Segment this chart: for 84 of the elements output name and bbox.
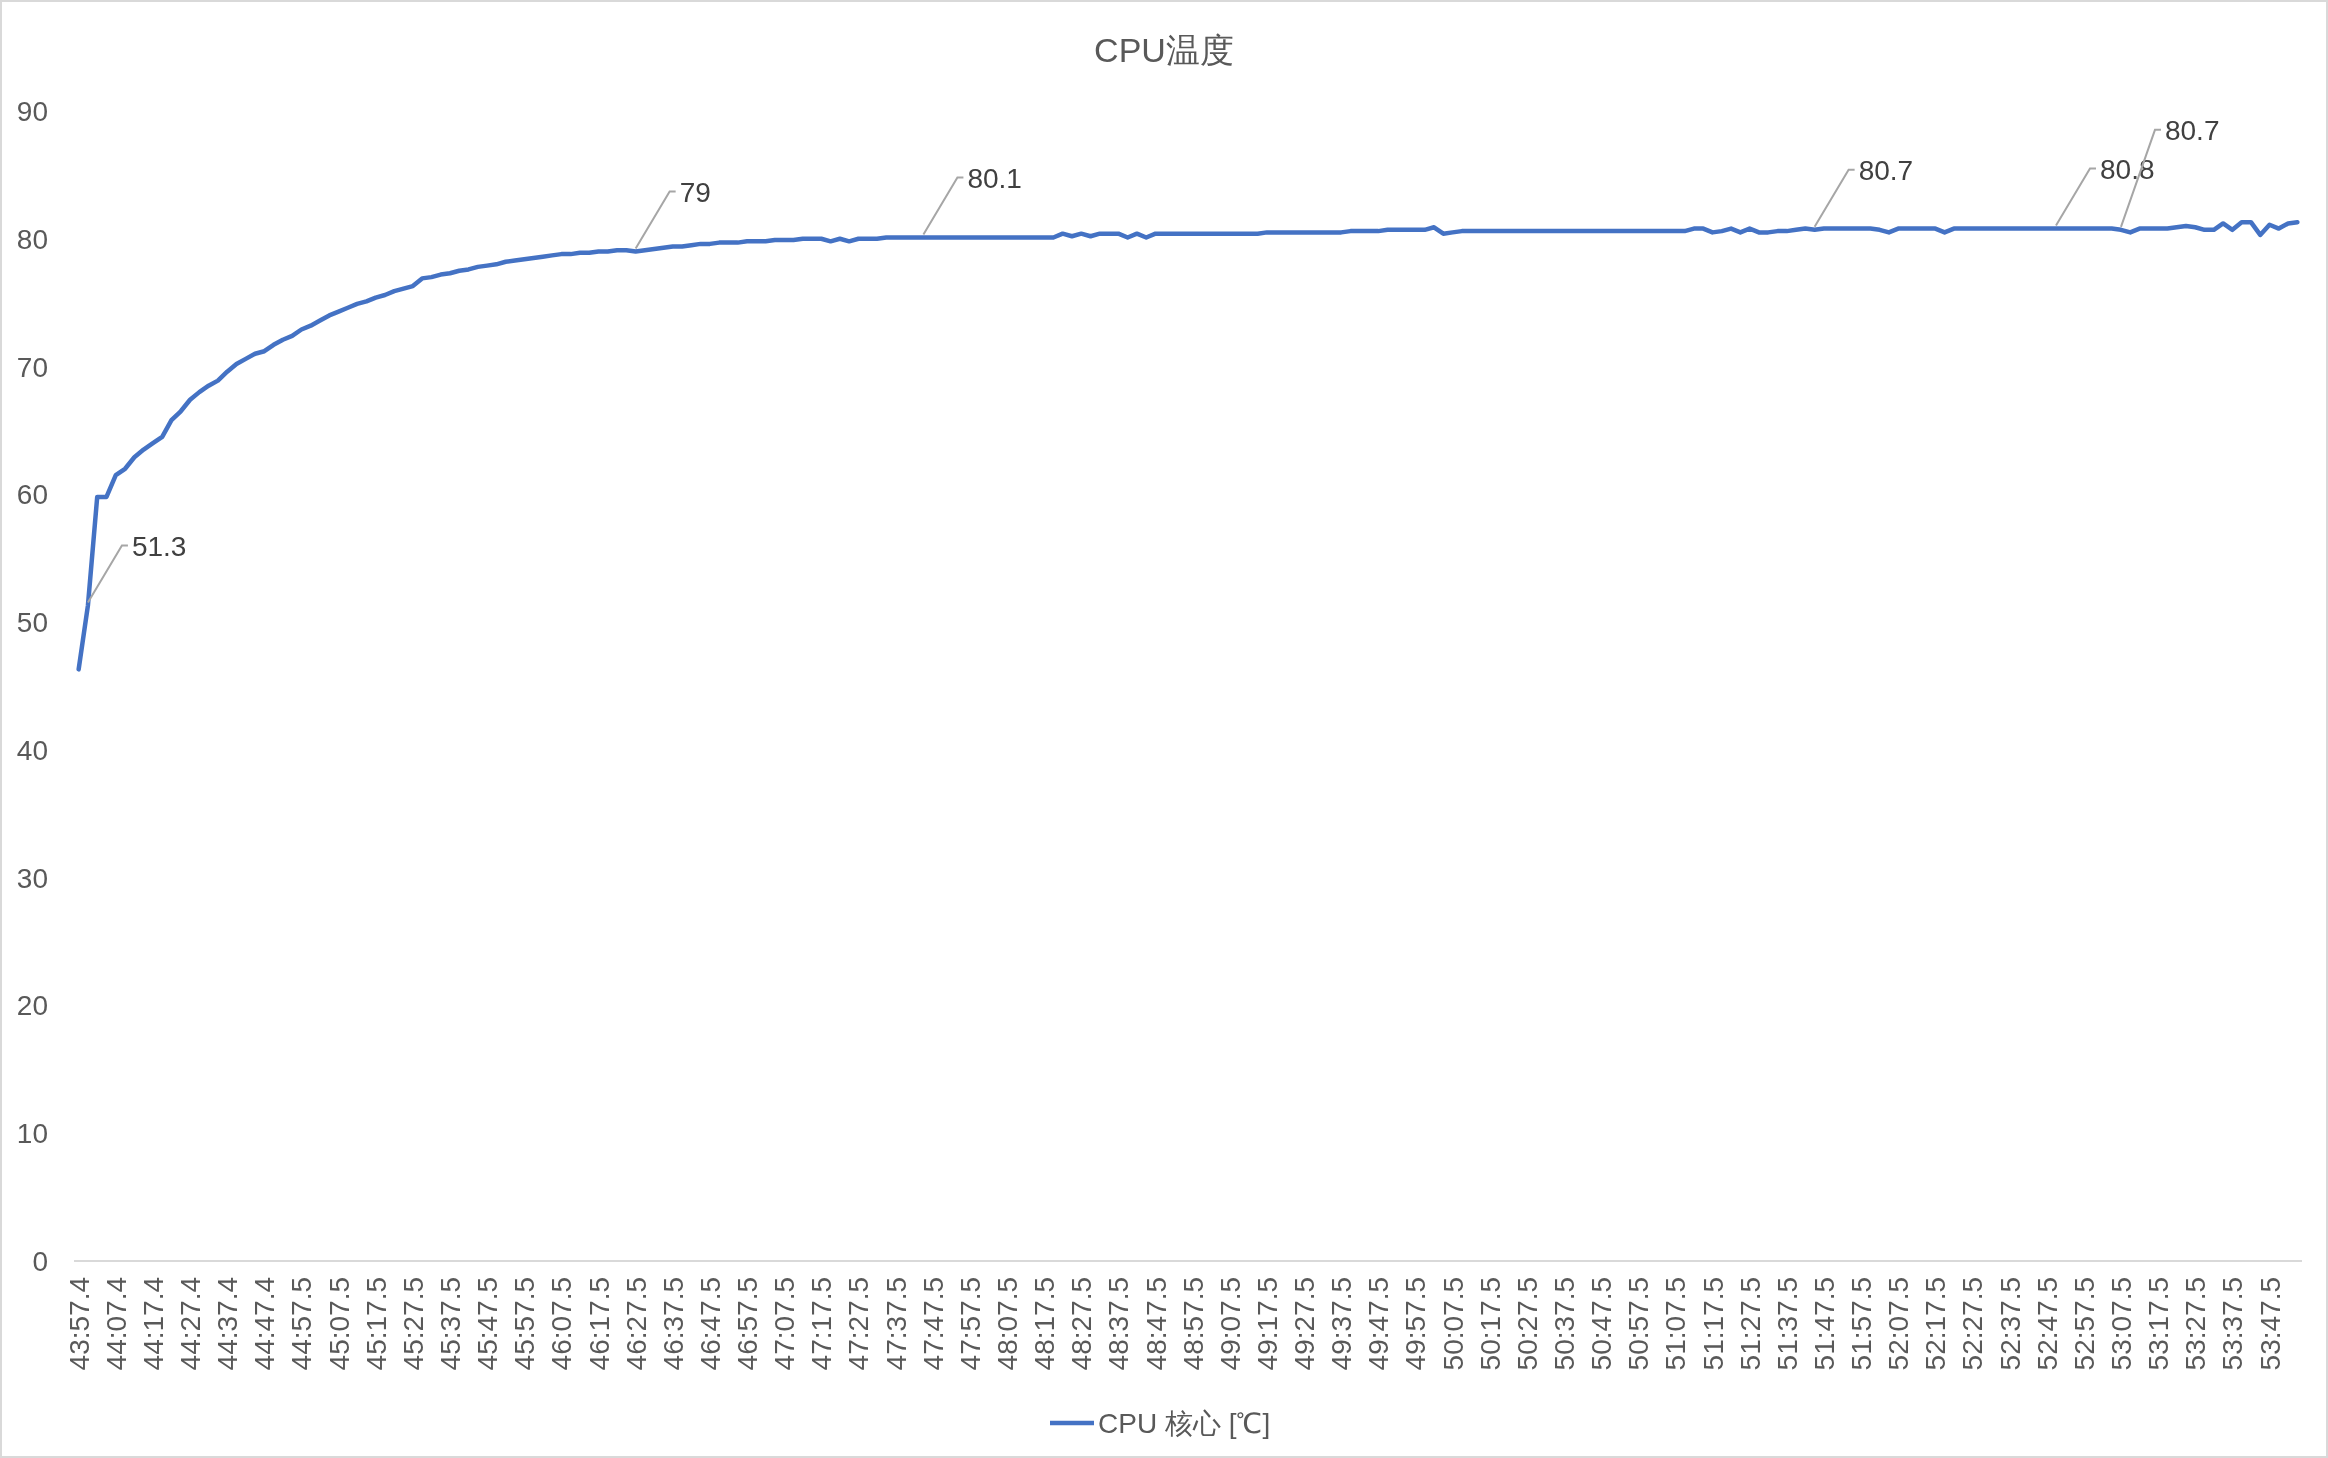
data-label: 80.7 [2164, 114, 2220, 146]
x-tick-label: 46:57.5 [732, 1277, 764, 1371]
y-tick-label: 40 [16, 734, 48, 766]
x-tick-label: 45:37.5 [434, 1277, 466, 1371]
x-tick-label: 48:57.5 [1177, 1277, 1209, 1371]
x-tick-label: 45:17.5 [360, 1277, 392, 1371]
x-tick-label: 51:47.5 [1808, 1277, 1840, 1371]
x-tick-label: 48:47.5 [1140, 1277, 1172, 1371]
x-tick-label: 48:37.5 [1103, 1277, 1135, 1371]
x-tick-label: 47:47.5 [917, 1277, 949, 1371]
x-tick-label: 46:47.5 [694, 1277, 726, 1371]
y-tick-label: 80 [16, 223, 48, 255]
x-tick-label: 44:17.4 [137, 1277, 169, 1371]
x-tick-label: 50:07.5 [1437, 1277, 1469, 1371]
x-tick-label: 47:17.5 [806, 1277, 838, 1371]
x-tick-label: 48:07.5 [991, 1277, 1023, 1371]
data-label: 80.8 [2055, 153, 2155, 227]
x-tick-label: 44:27.4 [175, 1277, 207, 1371]
x-tick-label: 47:57.5 [954, 1277, 986, 1371]
y-tick-label: 30 [16, 862, 48, 894]
x-tick-label: 50:57.5 [1623, 1277, 1655, 1371]
x-tick-label: 52:27.5 [1957, 1277, 1989, 1371]
data-label: 80.1 [922, 162, 1022, 236]
x-tick-label: 46:17.5 [583, 1277, 615, 1371]
x-tick-label: 53:07.5 [2105, 1277, 2137, 1371]
x-tick-label: 45:57.5 [509, 1277, 541, 1371]
data-label: 80.1 [967, 162, 1022, 194]
x-tick-label: 47:27.5 [843, 1277, 875, 1371]
x-tick-label: 52:37.5 [1994, 1277, 2026, 1371]
data-label: 79 [679, 176, 711, 208]
x-tick-label: 51:57.5 [1846, 1277, 1878, 1371]
y-tick-label: 60 [16, 479, 48, 511]
x-tick-label: 50:27.5 [1511, 1277, 1543, 1371]
x-tick-label: 44:37.4 [212, 1277, 244, 1371]
x-tick-label: 53:27.5 [2180, 1277, 2212, 1371]
x-tick-label: 46:07.5 [546, 1277, 578, 1371]
x-tick-label: 53:17.5 [2143, 1277, 2175, 1371]
x-tick-label: 49:07.5 [1214, 1277, 1246, 1371]
data-label: 79 [634, 176, 711, 250]
x-tick-label: 53:37.5 [2217, 1277, 2249, 1371]
x-tick-label: 45:27.5 [397, 1277, 429, 1371]
x-tick-label: 47:37.5 [880, 1277, 912, 1371]
x-tick-label: 49:47.5 [1363, 1277, 1395, 1371]
y-tick-label: 20 [16, 990, 48, 1022]
x-tick-label: 49:57.5 [1400, 1277, 1432, 1371]
x-tick-label: 48:17.5 [1029, 1277, 1061, 1371]
legend: CPU 核心 [℃] [1050, 1408, 1271, 1439]
x-tick-label: 46:37.5 [657, 1277, 689, 1371]
x-tick-label: 53:47.5 [2254, 1277, 2286, 1371]
data-label: 51.3 [131, 530, 187, 562]
x-tick-label: 44:07.4 [100, 1277, 132, 1371]
chart-title: CPU温度 [1094, 31, 1234, 69]
data-label: 80.7 [1813, 154, 1914, 228]
y-tick-label: 50 [16, 607, 48, 639]
x-tick-label: 51:17.5 [1697, 1277, 1729, 1371]
x-tick-label: 51:27.5 [1734, 1277, 1766, 1371]
x-tick-label: 44:57.5 [286, 1277, 318, 1371]
data-label: 51.3 [86, 530, 187, 604]
x-tick-label: 49:17.5 [1251, 1277, 1283, 1371]
x-tick-label: 49:37.5 [1326, 1277, 1358, 1371]
y-tick-label: 10 [16, 1118, 48, 1150]
x-tick-label: 52:07.5 [1883, 1277, 1915, 1371]
x-tick-label: 47:07.5 [769, 1277, 801, 1371]
x-tick-label: 50:37.5 [1548, 1277, 1580, 1371]
x-tick-label: 45:07.5 [323, 1277, 355, 1371]
x-tick-label: 51:37.5 [1771, 1277, 1803, 1371]
x-tick-label: 46:27.5 [620, 1277, 652, 1371]
x-tick-label: 44:47.4 [249, 1277, 281, 1371]
x-tick-label: 52:57.5 [2068, 1277, 2100, 1371]
y-tick-label: 90 [16, 96, 48, 127]
x-tick-label: 51:07.5 [1660, 1277, 1692, 1371]
data-label: 80.7 [1858, 154, 1914, 186]
x-tick-label: 50:47.5 [1586, 1277, 1618, 1371]
y-tick-label: 0 [32, 1246, 48, 1277]
x-tick-label: 45:47.5 [472, 1277, 504, 1371]
y-tick-label: 70 [16, 351, 48, 383]
data-label: 80.8 [2099, 153, 2155, 185]
x-tick-label: 43:57.4 [63, 1277, 95, 1371]
x-tick-label: 48:27.5 [1066, 1277, 1098, 1371]
x-tick-label: 52:17.5 [1920, 1277, 1952, 1371]
x-tick-label: 49:27.5 [1289, 1277, 1321, 1371]
legend-label: CPU 核心 [℃] [1098, 1408, 1271, 1439]
x-tick-label: 52:47.5 [2031, 1277, 2063, 1371]
x-tick-label: 50:17.5 [1474, 1277, 1506, 1371]
